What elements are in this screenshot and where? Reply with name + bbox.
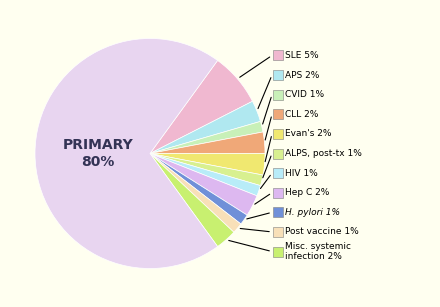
Wedge shape <box>35 38 218 269</box>
Text: H. pylori 1%: H. pylori 1% <box>285 208 340 217</box>
Text: HIV 1%: HIV 1% <box>285 169 318 178</box>
Wedge shape <box>150 154 241 232</box>
Bar <box>273 90 283 100</box>
Bar <box>273 247 283 257</box>
Bar <box>273 188 283 198</box>
Text: Misc. systemic
infection 2%: Misc. systemic infection 2% <box>285 242 351 261</box>
Bar <box>273 129 283 139</box>
Text: CVID 1%: CVID 1% <box>285 90 324 99</box>
Text: APS 2%: APS 2% <box>285 71 319 80</box>
Wedge shape <box>150 154 247 224</box>
Wedge shape <box>150 154 260 196</box>
Text: SLE 5%: SLE 5% <box>285 51 319 60</box>
Wedge shape <box>150 154 263 186</box>
Bar <box>273 207 283 217</box>
Wedge shape <box>150 154 234 247</box>
Text: Hep C 2%: Hep C 2% <box>285 188 330 197</box>
Text: ALPS, post-tx 1%: ALPS, post-tx 1% <box>285 149 362 158</box>
Wedge shape <box>150 60 253 154</box>
Wedge shape <box>150 132 265 154</box>
Wedge shape <box>150 121 263 154</box>
Wedge shape <box>150 154 265 175</box>
Bar <box>273 50 283 60</box>
Bar <box>273 149 283 158</box>
Text: Evan's 2%: Evan's 2% <box>285 129 331 138</box>
Bar <box>273 227 283 237</box>
Bar <box>273 70 283 80</box>
Text: CLL 2%: CLL 2% <box>285 110 319 119</box>
Wedge shape <box>150 101 260 154</box>
Wedge shape <box>150 154 257 215</box>
Text: Post vaccine 1%: Post vaccine 1% <box>285 227 359 236</box>
Bar <box>273 109 283 119</box>
Text: PRIMARY
80%: PRIMARY 80% <box>63 138 134 169</box>
Bar <box>273 168 283 178</box>
